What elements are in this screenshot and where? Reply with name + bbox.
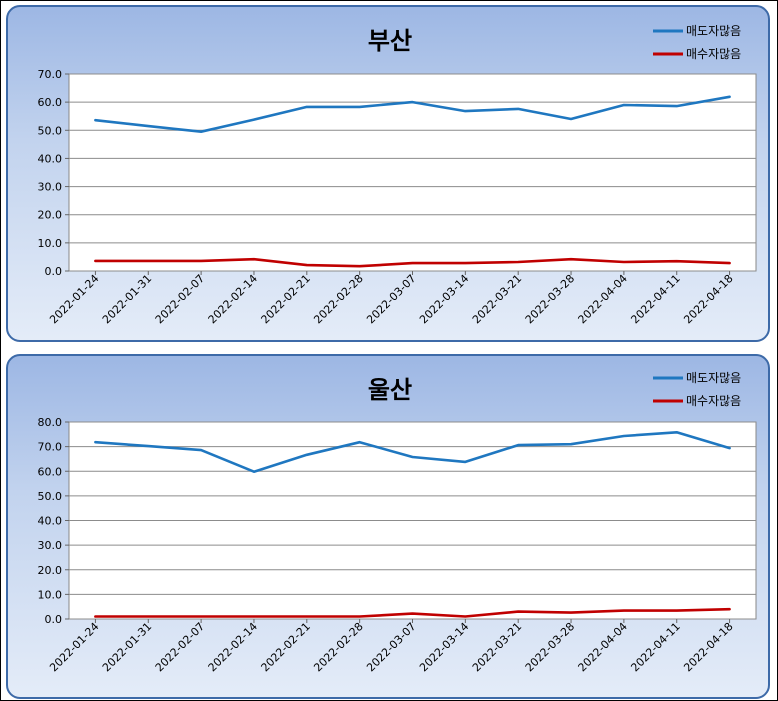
x-tick-label: 2022-03-07	[364, 272, 418, 326]
legend-label-2: 매수자많음	[686, 394, 741, 408]
series-line-2	[94, 257, 731, 268]
x-tick-label: 2022-02-21	[259, 620, 313, 674]
series-line-1	[94, 431, 731, 473]
y-tick-label: 50.0	[38, 490, 63, 503]
legend-label-1: 매도자많음	[686, 24, 741, 38]
y-tick-label: 80.0	[38, 416, 63, 429]
x-tick-label: 2022-04-18	[681, 272, 735, 326]
y-tick-label: 0.0	[45, 613, 63, 626]
y-tick-label: 60.0	[38, 465, 63, 478]
x-tick-label: 2022-03-21	[470, 620, 524, 674]
y-tick-label: 70.0	[38, 68, 63, 81]
x-tick-label: 2022-03-07	[364, 620, 418, 674]
series-line-1	[94, 95, 731, 133]
x-tick-label: 2022-04-18	[681, 620, 735, 674]
plot-area	[68, 73, 757, 272]
ulsan-chart-panel: 울산 0.0 10.0 20.0 30.0 40.0 50.0 60.0 70.0 80.0 202…	[6, 354, 770, 699]
legend-label-1: 매도자많음	[686, 371, 741, 385]
y-tick-label: 30.0	[38, 539, 63, 552]
x-tick-label: 2022-03-28	[523, 272, 577, 326]
y-tick-label: 10.0	[38, 237, 63, 250]
chart-title: 부산	[368, 27, 412, 55]
y-tick-label: 20.0	[38, 564, 63, 577]
busan-chart-panel: 부산 0.0 10.0 20.0 30.0 40.0 50.0 60.0 70.0 2022-01…	[6, 5, 770, 342]
x-tick-label: 2022-03-14	[417, 620, 471, 674]
x-tick-label: 2022-01-31	[100, 620, 154, 674]
x-tick-label: 2022-03-28	[523, 620, 577, 674]
chart-title: 울산	[368, 376, 412, 404]
ulsan-chart: 울산 0.0 10.0 20.0 30.0 40.0 50.0 60.0 70.0 80.0 202…	[38, 371, 757, 674]
x-tick-label: 2022-04-11	[628, 620, 682, 674]
x-tick-label: 2022-03-21	[470, 272, 524, 326]
x-tick-label: 2022-02-28	[311, 272, 365, 326]
x-tick-label: 2022-04-04	[576, 620, 630, 674]
y-tick-label: 20.0	[38, 209, 63, 222]
x-tick-label: 2022-02-28	[311, 620, 365, 674]
x-tick-label: 2022-01-24	[47, 272, 101, 326]
x-tick-label: 2022-04-11	[628, 272, 682, 326]
y-tick-label: 30.0	[38, 181, 63, 194]
x-tick-label: 2022-04-04	[576, 272, 630, 326]
y-tick-label: 70.0	[38, 441, 63, 454]
y-tick-label: 40.0	[38, 515, 63, 528]
y-tick-label: 40.0	[38, 152, 63, 165]
legend-label-2: 매수자많음	[686, 47, 741, 61]
x-tick-label: 2022-02-14	[206, 272, 260, 326]
busan-chart: 부산 0.0 10.0 20.0 30.0 40.0 50.0 60.0 70.0 2022-01…	[38, 24, 757, 326]
y-tick-label: 10.0	[38, 588, 63, 601]
x-tick-label: 2022-02-07	[153, 272, 207, 326]
x-tick-label: 2022-02-07	[153, 620, 207, 674]
series-line-2	[94, 607, 731, 618]
x-tick-label: 2022-01-24	[47, 620, 101, 674]
y-tick-label: 0.0	[45, 265, 63, 278]
x-tick-label: 2022-01-31	[100, 272, 154, 326]
y-tick-label: 60.0	[38, 96, 63, 109]
y-tick-label: 50.0	[38, 124, 63, 137]
x-tick-label: 2022-03-14	[417, 272, 471, 326]
x-tick-label: 2022-02-21	[259, 272, 313, 326]
x-tick-label: 2022-02-14	[206, 620, 260, 674]
